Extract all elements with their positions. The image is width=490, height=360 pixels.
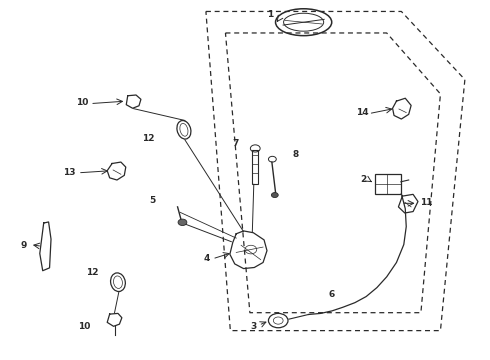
Text: 3: 3 — [250, 322, 256, 331]
Text: 12: 12 — [86, 268, 98, 277]
Text: 10: 10 — [76, 98, 89, 107]
Text: 9: 9 — [20, 241, 26, 250]
Text: 14: 14 — [356, 108, 369, 117]
Text: 8: 8 — [293, 150, 299, 159]
Text: 1: 1 — [267, 10, 273, 19]
Circle shape — [271, 193, 278, 198]
Text: 11: 11 — [420, 198, 432, 207]
Text: 5: 5 — [150, 196, 156, 205]
Text: 4: 4 — [203, 254, 210, 263]
Text: 2: 2 — [360, 175, 366, 184]
Text: 13: 13 — [63, 168, 76, 177]
Bar — [252, 149, 258, 184]
Text: 10: 10 — [78, 322, 90, 331]
Circle shape — [178, 219, 187, 226]
Text: 6: 6 — [328, 289, 334, 298]
Text: 12: 12 — [143, 134, 155, 143]
Text: 7: 7 — [233, 139, 239, 148]
Bar — [375, 174, 401, 194]
